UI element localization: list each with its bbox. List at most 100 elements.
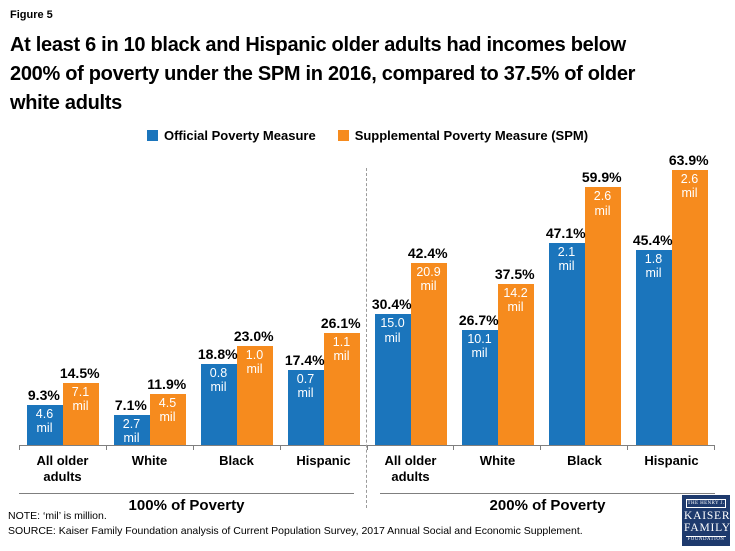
x-axis-ticks [19, 445, 715, 450]
category-column: 26.7% 10.1 mil 37.5% 14.2 mil [454, 150, 541, 445]
group-divider-line [366, 168, 367, 508]
legend-swatch-spm-icon [337, 130, 349, 141]
category-column: 47.1% 2.1 mil 59.9% 2.6 mil [541, 150, 628, 445]
logo-line-foundation: FOUNDATION [686, 536, 726, 543]
category-column: 9.3% 4.6 mil 14.5% 7.1 mil [19, 150, 106, 445]
axis-tick [281, 446, 368, 450]
million-label: 20.9 mil [416, 264, 441, 293]
bar-spm: 23.0% 1.0 mil [234, 328, 274, 445]
category-label: Hispanic [296, 453, 351, 468]
category-label: Black [567, 453, 602, 468]
million-label: 4.5 mil [158, 395, 177, 425]
percent-label: 47.1% [545, 224, 586, 241]
kff-foundation-logo: THE HENRY J. KAISER FAMILY FOUNDATION [682, 495, 730, 546]
category-label: Black [219, 453, 254, 468]
category-label: All older adults [384, 453, 437, 485]
million-label: 1.0 mil [245, 348, 264, 377]
chart-legend: Official Poverty Measure Supplemental Po… [0, 128, 735, 143]
group-label-200-poverty: 200% of Poverty [380, 492, 715, 514]
legend-item-official: Official Poverty Measure [146, 128, 316, 143]
percent-label: 30.4% [371, 296, 412, 313]
axis-tick [454, 446, 542, 450]
million-label: 1.1 mil [332, 334, 351, 364]
percent-label: 11.9% [147, 375, 187, 392]
chart-title-line-1: At least 6 in 10 black and Hispanic olde… [10, 34, 626, 56]
bar-spm: 42.4% 20.9 mil [408, 245, 448, 445]
category-label: Hispanic [644, 453, 699, 468]
bar-official: 17.4% 0.7 mil [285, 352, 325, 445]
bar-spm: 14.5% 7.1 mil [60, 365, 100, 445]
percent-label: 45.4% [632, 231, 673, 248]
bar-official: 30.4% 15.0 mil [372, 296, 412, 445]
category-column: 30.4% 15.0 mil 42.4% 20.9 mil [367, 150, 454, 445]
million-label: 15.0 mil [380, 316, 405, 345]
axis-tick [107, 446, 194, 450]
percent-label: 23.0% [233, 328, 274, 345]
percent-label: 63.9% [668, 152, 709, 169]
logo-line-family: FAMILY [684, 522, 731, 535]
category-labels-row: All older adults White Black Hispanic All ol… [19, 450, 715, 486]
bar-spm: 37.5% 14.2 mil [495, 266, 535, 445]
axis-tick [194, 446, 281, 450]
chart-title: At least 6 in 10 black and Hispanic olde… [10, 31, 729, 118]
percent-label: 59.9% [581, 169, 622, 186]
bar-official: 7.1% 2.7 mil [113, 397, 150, 445]
bar-official: 47.1% 2.1 mil [546, 225, 586, 445]
bar-official: 9.3% 4.6 mil [26, 387, 63, 445]
group-label-100-poverty: 100% of Poverty [19, 492, 354, 514]
logo-line-henry: THE HENRY J. [686, 499, 726, 509]
bar-official: 26.7% 10.1 mil [459, 312, 499, 445]
percent-label: 26.1% [320, 314, 361, 331]
percent-label: 18.8% [197, 346, 238, 363]
million-label: 2.7 mil [122, 416, 141, 445]
category-column: 45.4% 1.8 mil 63.9% 2.6 mil [628, 150, 715, 445]
million-label: 14.2 mil [503, 285, 528, 314]
percent-label: 26.7% [458, 312, 499, 329]
legend-label-official: Official Poverty Measure [163, 128, 316, 143]
bar-official: 45.4% 1.8 mil [633, 232, 673, 445]
percent-label: 7.1% [114, 396, 147, 413]
plot-area: 9.3% 4.6 mil 14.5% 7.1 mil 7.1% 2.7 mil 11.9% 4.5 m… [19, 150, 715, 508]
bar-spm: 11.9% 4.5 mil [147, 376, 186, 445]
percent-label: 9.3% [27, 387, 60, 403]
axis-tick [541, 446, 629, 450]
million-label: 0.7 mil [296, 372, 315, 401]
logo-line-kaiser: KAISER [684, 510, 731, 523]
million-label: 2.6 mil [593, 189, 612, 218]
million-label: 2.1 mil [557, 244, 576, 273]
percent-label: 14.5% [59, 364, 100, 381]
percent-label: 42.4% [407, 244, 448, 261]
axis-tick [20, 446, 107, 450]
million-label: 0.8 mil [209, 366, 228, 395]
bar-official: 18.8% 0.8 mil [198, 346, 238, 445]
source-text: SOURCE: Kaiser Family Foundation analysi… [8, 525, 583, 537]
million-label: 10.1 mil [467, 332, 492, 361]
legend-item-spm: Supplemental Poverty Measure (SPM) [337, 128, 589, 143]
category-column: 18.8% 0.8 mil 23.0% 1.0 mil [193, 150, 280, 445]
legend-label-spm: Supplemental Poverty Measure (SPM) [354, 128, 589, 143]
category-column: 7.1% 2.7 mil 11.9% 4.5 mil [106, 150, 193, 445]
category-label: White [131, 453, 168, 468]
chart-area: 9.3% 4.6 mil 14.5% 7.1 mil 7.1% 2.7 mil 11.9% 4.5 m… [19, 150, 715, 514]
axis-tick [368, 446, 455, 450]
million-label: 2.6 mil [680, 172, 699, 201]
bar-spm: 59.9% 2.6 mil [582, 169, 622, 445]
category-column: 17.4% 0.7 mil 26.1% 1.1 mil [280, 150, 367, 445]
category-label: White [479, 453, 516, 468]
bar-spm: 26.1% 1.1 mil [321, 315, 361, 445]
chart-title-line-3: white adults [10, 92, 122, 114]
percent-label: 37.5% [494, 265, 535, 282]
category-label: All older adults [36, 453, 89, 485]
million-label: 7.1 mil [71, 384, 90, 413]
legend-swatch-official-icon [146, 130, 158, 141]
figure-label: Figure 5 [10, 9, 53, 21]
chart-title-line-2: 200% of poverty under the SPM in 2016, c… [10, 63, 636, 85]
note-text: NOTE: ‘mil’ is million. [8, 510, 107, 522]
axis-tick [628, 446, 715, 450]
million-label: 1.8 mil [644, 251, 663, 281]
million-label: 4.6 mil [35, 407, 54, 436]
bar-spm: 63.9% 2.6 mil [669, 152, 709, 445]
group-labels-row: 100% of Poverty 200% of Poverty [19, 492, 715, 514]
percent-label: 17.4% [284, 352, 325, 369]
